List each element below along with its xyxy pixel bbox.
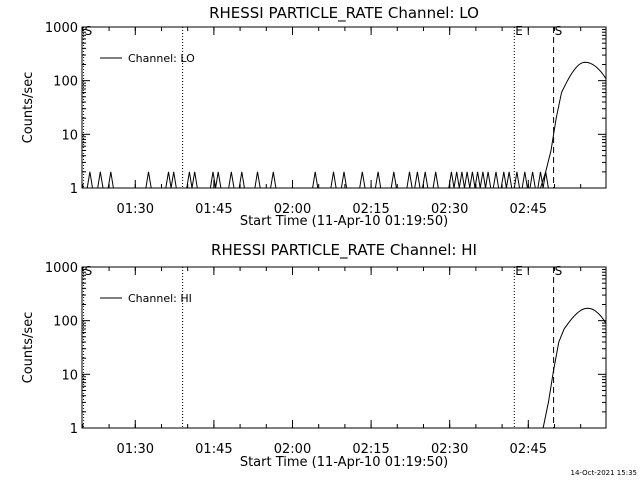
- event-marker-label: S: [85, 24, 93, 38]
- x-tick-label: 01:30: [117, 202, 154, 217]
- event-marker-label: E: [515, 264, 523, 278]
- panel-hi: RHESSI PARTICLE_RATE Channel: HI 1 10 100 10…: [21, 241, 607, 470]
- y-axis-label: Counts/sec: [21, 72, 36, 144]
- x-tick-label: 01:30: [117, 442, 154, 457]
- y-tick-label: 1: [70, 182, 78, 197]
- event-marker-label: S: [555, 264, 563, 278]
- x-tick-label: 02:15: [352, 442, 389, 457]
- series-line: [542, 307, 607, 429]
- event-marker-label: E: [515, 24, 523, 38]
- y-tick-label: 1000: [45, 261, 78, 276]
- panel-lo: RHESSI PARTICLE_RATE Channel: LO 1 10 100 10…: [21, 4, 607, 229]
- event-marker-label: S: [555, 24, 563, 38]
- event-marker-label: S: [85, 264, 93, 278]
- legend-label: Channel: LO: [128, 52, 195, 65]
- x-tick-label: 01:45: [195, 442, 232, 457]
- y-tick-label: 1000: [45, 21, 78, 36]
- x-tick-label: 02:15: [352, 202, 389, 217]
- x-tick-label: 02:00: [274, 202, 311, 217]
- y-tick-label: 1: [70, 422, 78, 437]
- chart-title: RHESSI PARTICLE_RATE Channel: LO: [209, 4, 479, 23]
- y-tick-label: 100: [53, 315, 78, 330]
- plot-frame: [81, 26, 607, 189]
- chart-title: RHESSI PARTICLE_RATE Channel: HI: [211, 241, 477, 260]
- x-tick-label: 02:30: [431, 442, 468, 457]
- plot-frame: [81, 266, 607, 429]
- x-tick-label: 02:45: [510, 442, 547, 457]
- y-tick-label: 100: [53, 75, 78, 90]
- x-axis-label: Start Time (11-Apr-10 01:19:50): [240, 455, 448, 470]
- legend-label: Channel: HI: [128, 292, 192, 305]
- x-tick-label: 02:30: [431, 202, 468, 217]
- footer-timestamp: 14-Oct-2021 15:35: [571, 469, 637, 477]
- x-tick-label: 01:45: [195, 202, 232, 217]
- x-axis-label: Start Time (11-Apr-10 01:19:50): [240, 214, 448, 229]
- y-tick-label: 10: [61, 128, 78, 143]
- y-tick-label: 10: [61, 368, 78, 383]
- x-tick-label: 02:45: [510, 202, 547, 217]
- x-tick-label: 02:00: [274, 442, 311, 457]
- series-line: [86, 61, 607, 189]
- y-axis-label: Counts/sec: [21, 312, 36, 384]
